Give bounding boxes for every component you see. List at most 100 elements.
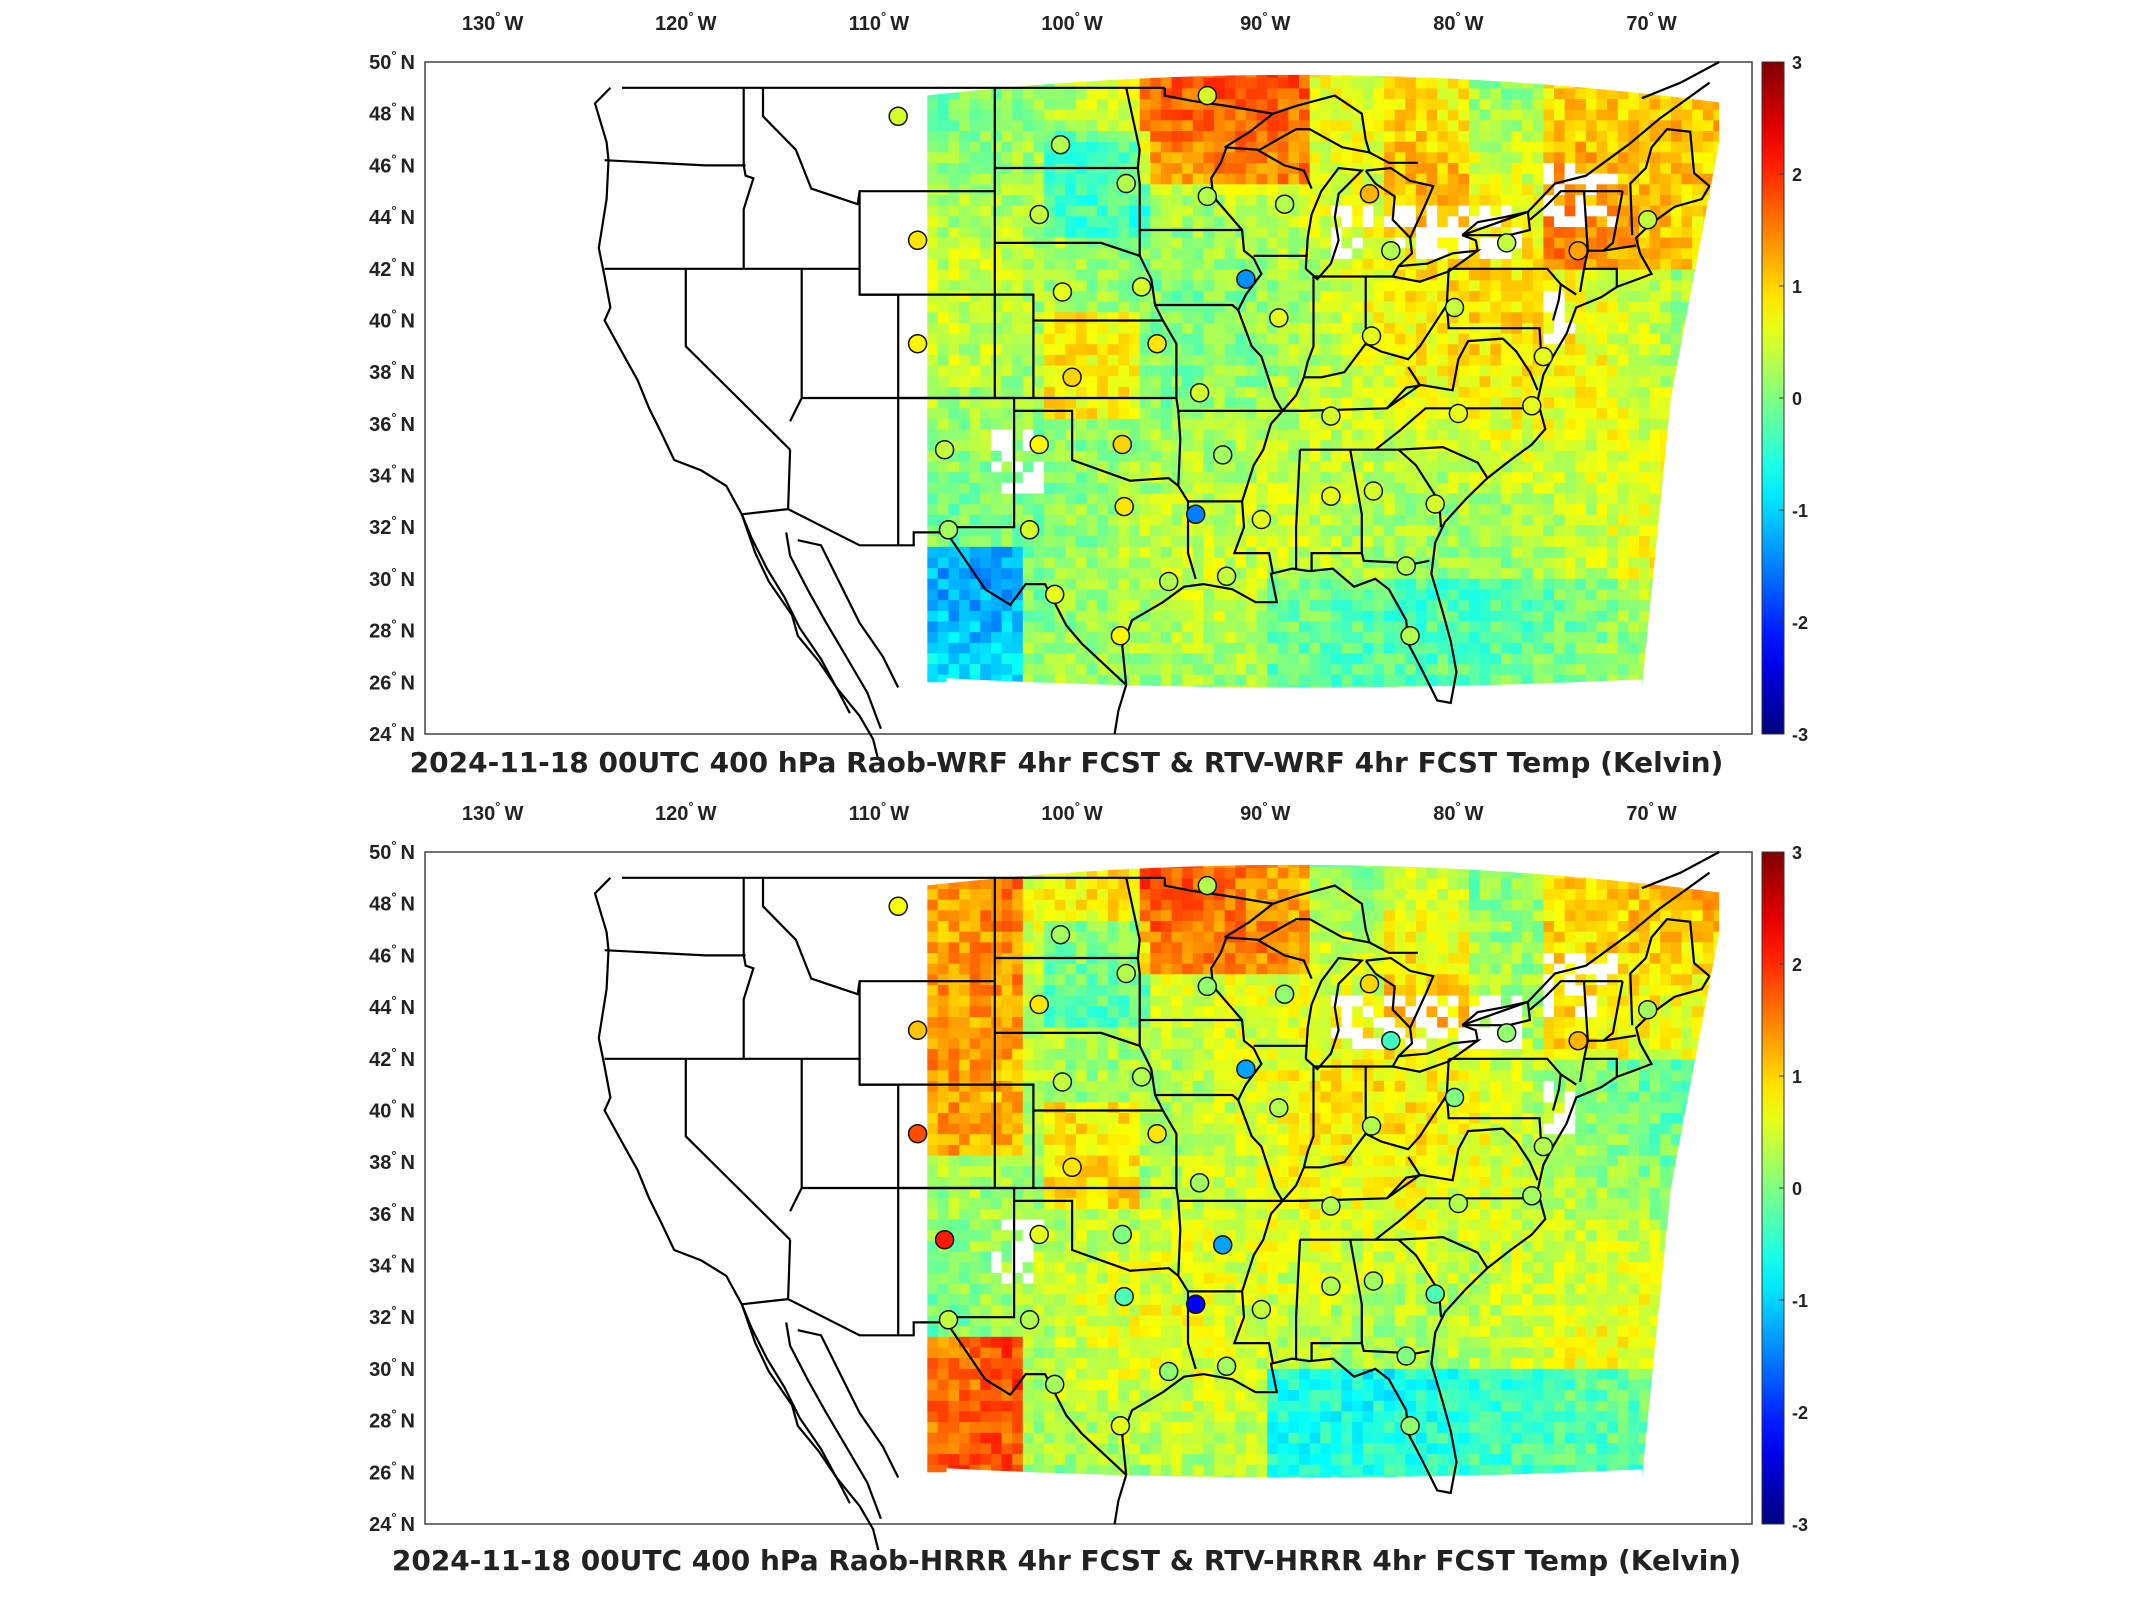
- lon-tick-label: 90° W: [1240, 799, 1290, 825]
- state-border: [1386, 1127, 1503, 1200]
- state-border: [898, 396, 1016, 529]
- raob-station: [1522, 396, 1542, 416]
- state-border: [1579, 981, 1589, 1083]
- state-border: [1641, 851, 1720, 890]
- state-border: [1584, 267, 1618, 287]
- lon-tick-label: 110° W: [849, 799, 909, 825]
- state-border: [1313, 268, 1450, 361]
- lat-tick-label: 42° N: [369, 1045, 415, 1071]
- coastline: [593, 87, 851, 714]
- lat-tick-label: 50° N: [369, 48, 415, 74]
- state-border: [741, 508, 789, 516]
- state-border: [898, 1186, 1016, 1319]
- lon-tick-label: 110° W: [849, 9, 909, 35]
- raob-station: [1361, 326, 1382, 346]
- colorbar-tick-label: -1: [1792, 1291, 1808, 1311]
- state-border: [1587, 190, 1624, 252]
- raob-station: [1396, 556, 1416, 576]
- colorbar-tick-label: -1: [1792, 501, 1808, 521]
- state-border: [1281, 1066, 1315, 1202]
- state-border: [1155, 936, 1263, 1102]
- colorbar-tick-label: 3: [1792, 843, 1802, 863]
- raob-station: [1400, 1416, 1420, 1436]
- raob-station: [1522, 1186, 1542, 1206]
- raob-station: [1029, 434, 1049, 455]
- coastline: [1113, 1474, 1128, 1525]
- state-border: [1274, 1156, 1422, 1202]
- raob-station: [1363, 1271, 1384, 1291]
- state-border: [1360, 1342, 1430, 1355]
- panel-wrf: 130° W 120° W 110° W 100° W 90° W 80° W 70° W 50° N 48° N…: [0, 0, 2133, 790]
- lon-tick-label: 70° W: [1626, 799, 1676, 825]
- map-outlines: [593, 851, 1720, 1553]
- state-border: [1295, 1239, 1302, 1359]
- raob-station: [1637, 209, 1658, 230]
- state-border: [604, 159, 746, 167]
- coastline: [797, 539, 900, 688]
- raob-station: [1396, 1346, 1416, 1366]
- raob-station: [1212, 1235, 1233, 1255]
- raob-station: [1114, 1286, 1134, 1307]
- lat-tick-label: 32° N: [369, 513, 415, 539]
- lon-tick-label: 120° W: [655, 9, 717, 35]
- lon-tick-label: 130° W: [462, 799, 524, 825]
- raob-station: [1448, 1193, 1469, 1214]
- lat-tick-label: 28° N: [369, 1407, 415, 1433]
- state-border: [1368, 151, 1418, 164]
- raob-station: [1050, 924, 1071, 945]
- map-figure-hrrr: 130° W 120° W 110° W 100° W 90° W 80° W 70° W 50° N 48° N…: [369, 799, 1808, 1553]
- coastline: [740, 1303, 880, 1553]
- raob-station: [1185, 504, 1206, 525]
- raob-station: [1381, 240, 1401, 261]
- raob-station: [1158, 1361, 1179, 1382]
- state-border: [1177, 410, 1182, 486]
- raob-station: [1110, 1416, 1131, 1436]
- state-border: [1587, 980, 1624, 1042]
- raob-station: [1321, 1196, 1341, 1216]
- raob-station: [1444, 1087, 1465, 1108]
- raob-station: [1052, 1072, 1073, 1092]
- raob-station: [1197, 976, 1218, 997]
- raob-station: [1359, 184, 1380, 204]
- lat-tick-label: 36° N: [369, 410, 415, 436]
- raob-station: [1044, 584, 1065, 605]
- raob-stations: [888, 875, 1658, 1436]
- state-border: [858, 191, 995, 296]
- state-border: [1360, 552, 1430, 565]
- state-border: [1281, 276, 1315, 412]
- raob-station: [907, 230, 928, 251]
- raob-station: [1425, 1284, 1445, 1304]
- raob-station: [1444, 297, 1465, 318]
- coastline: [1391, 1039, 1482, 1073]
- state-border: [1175, 397, 1275, 412]
- raob-station: [1496, 233, 1517, 253]
- coastline: [1121, 975, 1711, 1495]
- state-border: [1256, 938, 1313, 980]
- raob-stations: [888, 85, 1658, 646]
- raob-station: [1131, 277, 1152, 297]
- raob-station: [1019, 520, 1040, 540]
- state-border: [1163, 877, 1274, 905]
- lon-tick-label: 100° W: [1041, 9, 1103, 35]
- coastline: [1113, 684, 1128, 735]
- raob-station: [1147, 1123, 1167, 1144]
- state-border: [1303, 343, 1367, 379]
- lon-tick-label: 130° W: [462, 9, 524, 35]
- raob-station: [1185, 1294, 1206, 1315]
- raob-station: [1321, 406, 1341, 426]
- lat-tick-label: 24° N: [369, 720, 415, 746]
- coastline: [1364, 166, 1435, 240]
- coastline: [1364, 956, 1435, 1030]
- raob-station: [1131, 1067, 1152, 1087]
- colorbar-tick-label: 2: [1792, 165, 1802, 185]
- raob-station: [1029, 1224, 1049, 1245]
- raob-station: [1400, 626, 1420, 646]
- lat-tick-label: 40° N: [369, 1096, 415, 1122]
- raob-station: [1274, 984, 1295, 1004]
- raob-station: [1062, 1157, 1082, 1178]
- state-border: [1033, 1109, 1178, 1190]
- raob-station: [934, 1229, 955, 1250]
- raob-station: [1533, 346, 1554, 367]
- lon-tick-label: 100° W: [1041, 799, 1103, 825]
- raob-station: [1197, 875, 1218, 896]
